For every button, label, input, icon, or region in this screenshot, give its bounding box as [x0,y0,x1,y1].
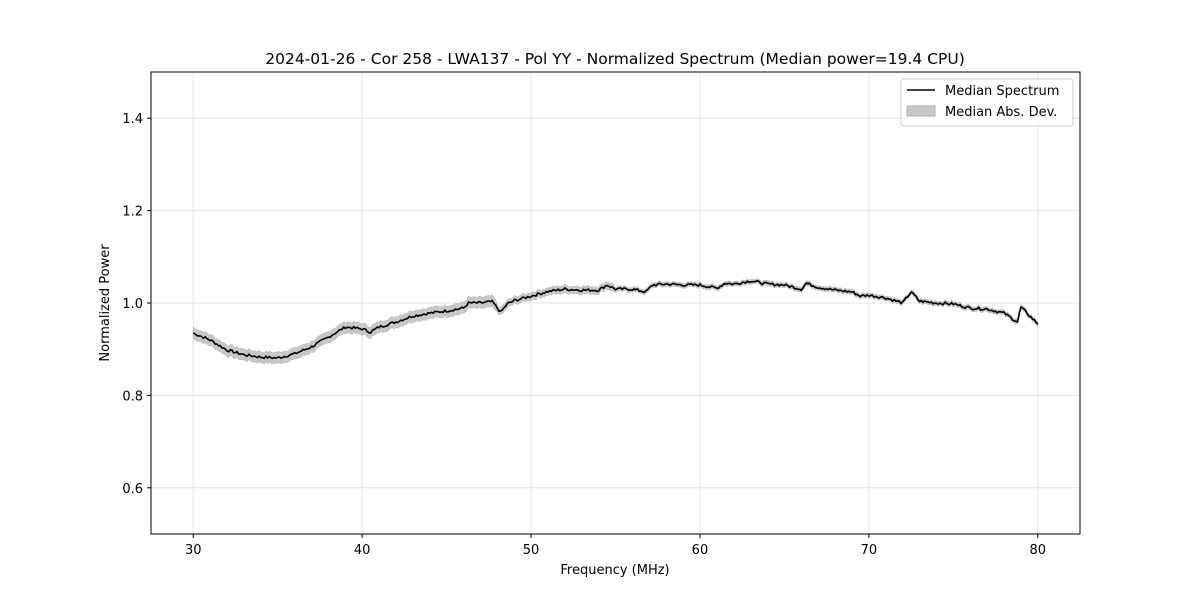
x-tick-label: 80 [1029,543,1046,558]
mad-band [192,278,1039,365]
y-tick-label: 0.6 [122,482,143,497]
legend-band-swatch [906,105,936,117]
median-spectrum-line [192,280,1039,360]
legend: Median Spectrum Median Abs. Dev. [900,78,1074,127]
ticks: 30 40 50 60 70 80 0.6 0.8 1.0 1.2 1.4 [122,112,1046,558]
x-tick-label: 30 [185,543,202,558]
legend-entry-mad: Median Abs. Dev. [945,105,1057,120]
y-tick-label: 1.0 [122,297,143,312]
y-axis-label: Normalized Power [98,244,113,362]
y-tick-label: 1.2 [122,205,143,220]
x-tick-label: 40 [354,543,371,558]
x-tick-label: 50 [523,543,540,558]
y-tick-label: 1.4 [122,112,143,127]
legend-box [900,78,1074,127]
chart-title: 2024-01-26 - Cor 258 - LWA137 - Pol YY -… [265,50,965,68]
x-axis-label: Frequency (MHz) [560,563,669,578]
x-tick-label: 70 [861,543,878,558]
legend-entry-median-spectrum: Median Spectrum [945,84,1059,99]
x-tick-label: 60 [692,543,709,558]
y-tick-label: 0.8 [122,389,143,404]
